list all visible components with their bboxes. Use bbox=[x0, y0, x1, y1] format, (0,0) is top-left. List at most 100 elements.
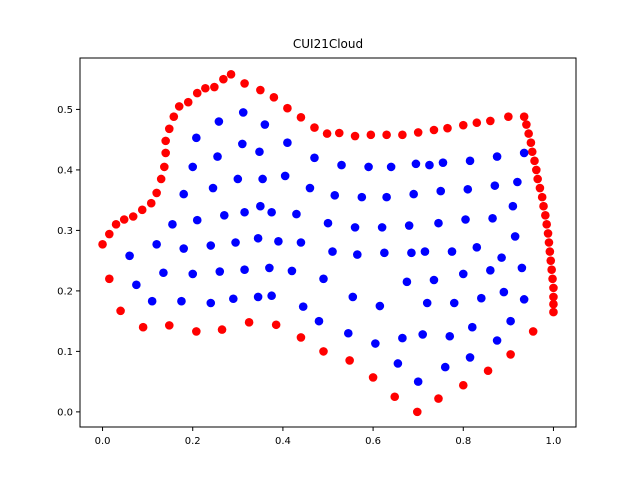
data-point bbox=[310, 123, 319, 132]
x-tick-label: 0.2 bbox=[185, 436, 201, 447]
data-point bbox=[192, 88, 202, 98]
data-point bbox=[152, 188, 161, 198]
data-point bbox=[440, 362, 450, 372]
data-point bbox=[508, 201, 518, 211]
data-point bbox=[179, 189, 189, 199]
data-point bbox=[429, 275, 439, 285]
data-point bbox=[398, 130, 407, 140]
data-point bbox=[192, 133, 201, 143]
data-point bbox=[240, 79, 249, 88]
data-point bbox=[138, 322, 148, 332]
data-point bbox=[537, 192, 547, 202]
data-point bbox=[350, 131, 360, 141]
data-point bbox=[368, 373, 378, 382]
data-point bbox=[458, 120, 468, 130]
data-point bbox=[371, 339, 380, 348]
data-point bbox=[253, 233, 263, 243]
data-point bbox=[458, 269, 468, 279]
data-point bbox=[256, 201, 265, 211]
data-point bbox=[366, 130, 376, 140]
data-point bbox=[238, 108, 248, 117]
y-tick-label: 0.4 bbox=[57, 165, 73, 176]
data-point bbox=[353, 250, 362, 259]
data-point bbox=[146, 198, 156, 208]
data-point bbox=[322, 129, 332, 138]
data-point bbox=[524, 129, 533, 138]
data-point bbox=[226, 70, 236, 79]
data-point bbox=[292, 209, 301, 219]
data-point bbox=[274, 236, 283, 246]
data-point bbox=[465, 353, 475, 362]
data-point bbox=[156, 174, 166, 184]
data-point bbox=[267, 291, 276, 301]
data-point bbox=[477, 293, 486, 303]
data-point bbox=[98, 240, 107, 249]
data-point bbox=[413, 377, 423, 386]
data-point bbox=[310, 153, 319, 163]
data-point bbox=[215, 267, 225, 276]
data-point bbox=[255, 147, 264, 157]
data-point bbox=[258, 174, 267, 184]
data-point bbox=[305, 183, 315, 193]
data-point bbox=[159, 268, 168, 278]
data-point bbox=[429, 125, 439, 135]
plot-frame bbox=[79, 57, 577, 428]
x-tick-label: 0.8 bbox=[455, 436, 471, 447]
data-point bbox=[497, 253, 506, 262]
y-tick-label: 0.1 bbox=[57, 347, 73, 358]
data-point bbox=[267, 207, 276, 217]
data-point bbox=[530, 156, 539, 166]
data-point bbox=[486, 116, 495, 126]
data-point bbox=[447, 247, 457, 256]
data-point bbox=[298, 302, 308, 311]
data-point bbox=[348, 292, 358, 302]
data-point bbox=[280, 171, 290, 181]
data-point bbox=[526, 138, 536, 147]
data-point bbox=[449, 298, 459, 308]
data-point bbox=[527, 147, 537, 157]
data-point bbox=[519, 112, 529, 121]
data-point bbox=[541, 210, 550, 220]
data-point bbox=[458, 380, 468, 390]
data-point bbox=[467, 322, 477, 332]
data-point bbox=[323, 218, 333, 228]
data-point bbox=[504, 112, 513, 121]
data-point bbox=[436, 186, 446, 196]
data-point bbox=[377, 223, 387, 232]
data-point bbox=[407, 248, 416, 258]
data-point bbox=[547, 265, 556, 275]
data-point bbox=[434, 218, 443, 228]
data-point bbox=[490, 181, 500, 190]
data-point bbox=[492, 336, 502, 345]
data-point bbox=[549, 307, 558, 317]
x-tick-label: 0.4 bbox=[275, 436, 291, 447]
data-point bbox=[472, 118, 482, 128]
data-point bbox=[296, 112, 306, 122]
data-point bbox=[492, 152, 502, 161]
data-point bbox=[283, 103, 292, 113]
data-point bbox=[532, 165, 541, 175]
data-point bbox=[463, 184, 473, 194]
data-point bbox=[364, 162, 373, 172]
data-point bbox=[393, 359, 403, 368]
data-point bbox=[116, 306, 125, 316]
data-point bbox=[443, 123, 452, 133]
data-point bbox=[517, 263, 527, 273]
data-point bbox=[319, 347, 328, 356]
data-point bbox=[350, 223, 360, 232]
data-point bbox=[188, 162, 198, 172]
data-point bbox=[174, 102, 184, 111]
chart-marks bbox=[98, 70, 558, 417]
data-point bbox=[164, 124, 174, 134]
data-point bbox=[231, 238, 240, 247]
data-point bbox=[510, 232, 520, 241]
data-point bbox=[535, 183, 545, 193]
data-point bbox=[219, 74, 228, 84]
data-point bbox=[398, 333, 407, 343]
data-point bbox=[260, 120, 270, 129]
data-point bbox=[488, 214, 497, 223]
data-point bbox=[179, 244, 189, 253]
data-point bbox=[539, 201, 548, 211]
data-point bbox=[445, 331, 455, 341]
data-point bbox=[483, 366, 493, 376]
